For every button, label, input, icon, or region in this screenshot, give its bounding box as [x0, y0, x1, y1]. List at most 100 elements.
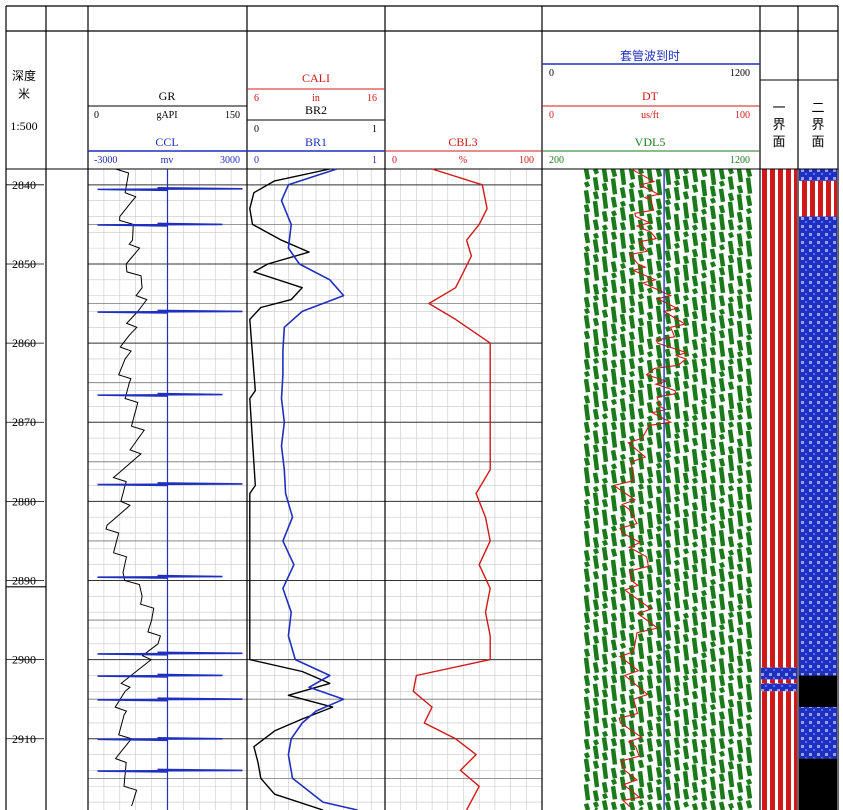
vdl-band — [700, 179, 708, 197]
vdl-band — [601, 762, 609, 780]
vdl-band — [736, 339, 744, 352]
vdl-band — [619, 221, 627, 231]
vdl-band — [637, 517, 645, 535]
vdl-band — [646, 700, 654, 717]
vdl-band — [700, 596, 708, 611]
vdl-band — [664, 503, 672, 515]
vdl-name: VDL5 — [635, 135, 666, 149]
vdl-band — [691, 485, 699, 500]
vdl-band — [745, 469, 753, 484]
vdl-band — [691, 421, 699, 436]
vdl-band — [673, 503, 681, 518]
boundary-label-char: 界 — [772, 118, 785, 133]
vdl-band — [601, 752, 609, 761]
vdl-band — [718, 484, 726, 496]
vdl-band — [637, 610, 645, 617]
vdl-band — [709, 197, 717, 204]
vdl-band — [736, 233, 744, 247]
vdl-band — [700, 766, 708, 778]
vdl-band — [736, 211, 744, 223]
depth-label: 2890 — [12, 574, 36, 588]
vdl-band — [655, 406, 663, 421]
vdl-band — [655, 260, 663, 272]
vdl-band — [736, 358, 744, 372]
vdl-band — [745, 460, 753, 468]
vdl-band — [583, 595, 591, 612]
vdl-band — [700, 216, 708, 231]
vdl-band — [583, 631, 591, 646]
vdl-band — [583, 623, 591, 631]
vdl-band — [619, 675, 627, 692]
vdl-band — [583, 687, 591, 695]
vdl-band — [619, 313, 627, 325]
vdl-band — [718, 675, 726, 687]
vdl-band — [691, 501, 699, 511]
vdl-band — [700, 674, 708, 684]
vdl-band — [682, 556, 690, 571]
vdl-band — [637, 506, 645, 516]
vdl-band — [601, 653, 609, 665]
boundary-label-char: 一 — [772, 101, 785, 116]
casing-max: 1200 — [730, 68, 750, 79]
vdl-band — [646, 573, 654, 591]
vdl-band — [727, 549, 735, 557]
vdl-max: 1200 — [730, 155, 750, 166]
vdl-band — [583, 252, 591, 266]
vdl-band — [736, 700, 744, 717]
vdl-band — [583, 378, 591, 393]
vdl-band — [583, 485, 591, 497]
vdl-band — [727, 429, 735, 444]
vdl-band — [727, 770, 735, 788]
vdl-band — [592, 382, 600, 391]
vdl-band — [601, 286, 609, 293]
vdl-band — [601, 464, 609, 476]
vdl-band — [736, 486, 744, 501]
vdl-band — [664, 269, 672, 284]
br2-max: 1 — [372, 124, 377, 135]
vdl-band — [646, 338, 654, 350]
ccl-spike — [97, 673, 223, 678]
vdl-band — [673, 520, 681, 529]
vdl-band — [691, 224, 699, 231]
boundary-blue-dots-segment — [761, 683, 797, 692]
vdl-band — [655, 525, 663, 532]
vdl-band — [700, 336, 708, 344]
vdl-band — [709, 185, 717, 197]
vdl-band — [592, 536, 600, 549]
vdl-band — [628, 370, 636, 378]
ccl-spike — [97, 186, 243, 192]
vdl-band — [637, 546, 645, 553]
vdl-band — [709, 475, 717, 484]
vdl-band — [673, 546, 681, 558]
vdl-band — [718, 458, 726, 467]
vdl-band — [583, 404, 591, 421]
vdl-band — [745, 168, 753, 178]
vdl-band — [736, 548, 744, 563]
vdl-band — [601, 539, 609, 547]
vdl-band — [727, 176, 735, 190]
vdl-band — [718, 783, 726, 800]
vdl-band — [601, 382, 609, 400]
vdl-band — [727, 682, 735, 697]
vdl-band — [601, 627, 609, 636]
ccl-min: -3000 — [94, 155, 117, 166]
vdl-band — [709, 484, 717, 501]
vdl-band — [583, 315, 591, 329]
vdl-band — [691, 358, 699, 373]
ccl-spike — [97, 736, 223, 742]
vdl-band — [691, 320, 699, 338]
vdl-band — [727, 699, 735, 708]
vdl-band — [745, 216, 753, 231]
vdl-band — [709, 663, 717, 673]
vdl-band — [736, 573, 744, 591]
vdl-band — [664, 712, 672, 727]
vdl-band — [646, 466, 654, 478]
vdl-band — [718, 750, 726, 758]
vdl-band — [628, 593, 636, 611]
vdl-band — [592, 618, 600, 633]
vdl-band — [682, 674, 690, 682]
vdl-band — [691, 612, 699, 626]
vdl-band — [700, 232, 708, 242]
vdl-band — [619, 440, 627, 452]
vdl-band — [664, 539, 672, 549]
